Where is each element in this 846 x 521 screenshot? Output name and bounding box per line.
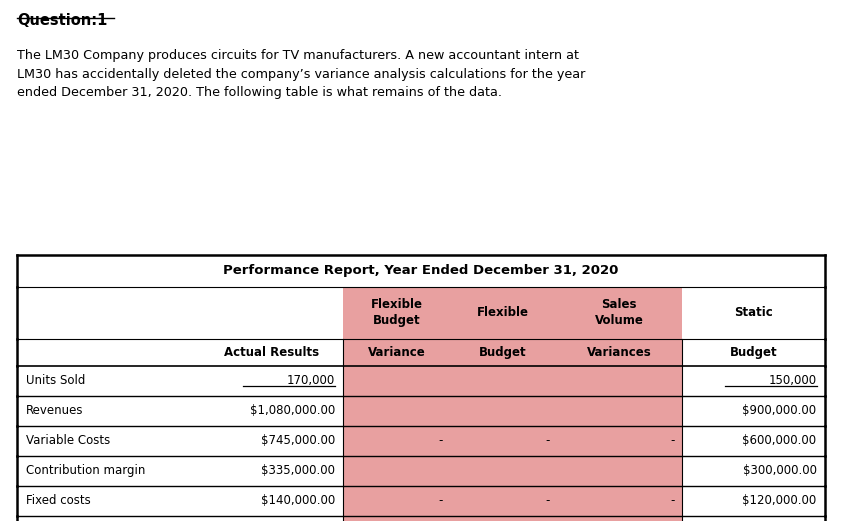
Bar xyxy=(343,339,449,366)
Text: $335,000.00: $335,000.00 xyxy=(261,464,335,477)
Bar xyxy=(343,366,449,396)
Text: -: - xyxy=(545,494,549,507)
Bar xyxy=(449,516,556,521)
Text: Contribution margin: Contribution margin xyxy=(26,464,146,477)
Bar xyxy=(682,287,825,339)
Bar xyxy=(449,287,556,339)
Bar xyxy=(201,486,343,516)
Bar xyxy=(449,339,556,366)
Bar xyxy=(343,516,449,521)
Bar xyxy=(17,287,201,339)
Text: $300,000.00: $300,000.00 xyxy=(743,464,816,477)
Text: Question:1: Question:1 xyxy=(17,13,107,28)
Bar xyxy=(201,516,343,521)
Text: $1,080,000.00: $1,080,000.00 xyxy=(250,404,335,417)
Bar xyxy=(682,339,825,366)
Text: -: - xyxy=(545,435,549,448)
Text: Static: Static xyxy=(734,306,773,319)
Text: Budget: Budget xyxy=(479,346,526,359)
Text: Revenues: Revenues xyxy=(26,404,84,417)
Bar xyxy=(201,396,343,426)
Bar xyxy=(449,366,556,396)
Text: $140,000.00: $140,000.00 xyxy=(261,494,335,507)
Bar xyxy=(17,396,201,426)
Bar xyxy=(17,366,201,396)
Bar xyxy=(556,486,682,516)
Text: The LM30 Company produces circuits for TV manufacturers. A new accountant intern: The LM30 Company produces circuits for T… xyxy=(17,49,585,100)
Bar xyxy=(17,516,201,521)
Text: Variances: Variances xyxy=(586,346,651,359)
Bar xyxy=(449,486,556,516)
Bar xyxy=(556,339,682,366)
Bar xyxy=(682,396,825,426)
Bar xyxy=(682,486,825,516)
Bar xyxy=(556,426,682,456)
Text: $600,000.00: $600,000.00 xyxy=(743,435,816,448)
Bar xyxy=(17,426,201,456)
Bar xyxy=(201,456,343,486)
Text: Units Sold: Units Sold xyxy=(26,375,85,388)
Bar xyxy=(556,287,682,339)
Text: Fixed costs: Fixed costs xyxy=(26,494,91,507)
Bar xyxy=(201,426,343,456)
Bar xyxy=(343,396,449,426)
Text: -: - xyxy=(670,435,675,448)
Bar xyxy=(556,396,682,426)
Bar xyxy=(682,366,825,396)
Text: -: - xyxy=(439,435,443,448)
Bar xyxy=(17,339,201,366)
Text: $745,000.00: $745,000.00 xyxy=(261,435,335,448)
Bar xyxy=(17,255,825,287)
Bar xyxy=(343,456,449,486)
Bar xyxy=(201,287,343,339)
Text: $120,000.00: $120,000.00 xyxy=(742,494,816,507)
Bar xyxy=(17,456,201,486)
Text: -: - xyxy=(670,494,675,507)
Text: Flexible
Budget: Flexible Budget xyxy=(371,298,422,327)
Text: Budget: Budget xyxy=(730,346,777,359)
Text: Variable Costs: Variable Costs xyxy=(26,435,110,448)
Bar xyxy=(556,516,682,521)
Bar xyxy=(201,339,343,366)
Bar xyxy=(682,516,825,521)
Bar xyxy=(449,456,556,486)
Bar xyxy=(682,426,825,456)
Bar xyxy=(682,456,825,486)
Text: -: - xyxy=(439,494,443,507)
Text: Sales
Volume: Sales Volume xyxy=(595,298,644,327)
Bar xyxy=(556,456,682,486)
Bar xyxy=(343,426,449,456)
Text: Flexible: Flexible xyxy=(476,306,529,319)
Text: Performance Report, Year Ended December 31, 2020: Performance Report, Year Ended December … xyxy=(223,265,618,277)
Bar xyxy=(449,426,556,456)
Bar xyxy=(17,486,201,516)
Text: $900,000.00: $900,000.00 xyxy=(743,404,816,417)
Bar xyxy=(201,366,343,396)
Text: Variance: Variance xyxy=(368,346,426,359)
Text: 150,000: 150,000 xyxy=(768,375,816,388)
Text: Actual Results: Actual Results xyxy=(224,346,320,359)
Text: 170,000: 170,000 xyxy=(287,375,335,388)
Bar xyxy=(449,396,556,426)
Bar xyxy=(343,486,449,516)
Bar xyxy=(343,287,449,339)
Bar xyxy=(556,366,682,396)
